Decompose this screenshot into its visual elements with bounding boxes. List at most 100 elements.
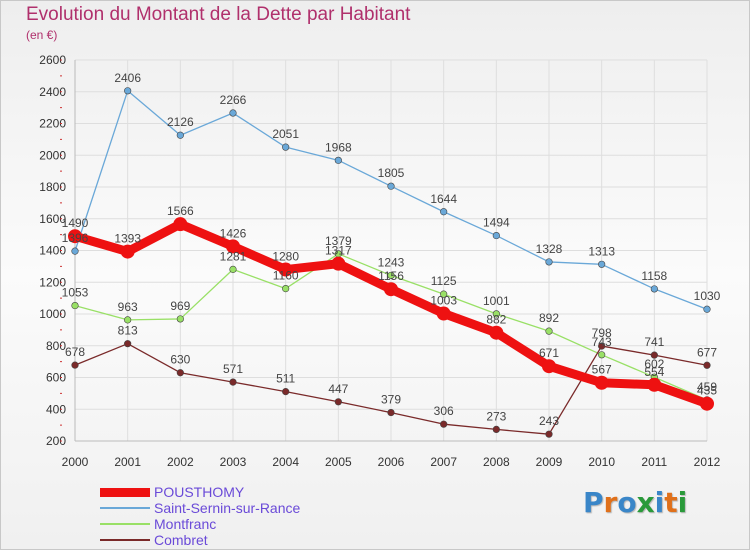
data-point [68, 229, 82, 244]
data-label: 1426 [220, 226, 247, 240]
series-layer [68, 87, 714, 438]
y-tick-label: 2000 [39, 148, 66, 162]
data-label: 2051 [272, 127, 299, 141]
data-point [334, 156, 342, 164]
data-label: 571 [223, 362, 243, 376]
y-tick-label: 2400 [39, 85, 66, 99]
data-point [387, 408, 395, 417]
data-label: 882 [486, 313, 506, 327]
data-label: 1280 [272, 250, 299, 264]
data-point [124, 340, 132, 348]
data-label: 379 [381, 393, 401, 407]
data-label: 1328 [536, 242, 563, 256]
logo-letter: x [636, 486, 655, 519]
data-label: 1968 [325, 140, 352, 154]
data-label: 1281 [220, 249, 247, 263]
data-point [229, 109, 237, 117]
data-point [282, 285, 290, 293]
legend-swatch [100, 523, 150, 525]
logo-letter: P [583, 486, 604, 519]
data-point [71, 361, 79, 369]
data-point [436, 306, 451, 321]
y-tick-label: 800 [46, 339, 66, 353]
logo-letter: i [677, 486, 688, 519]
data-label: 1030 [694, 289, 721, 303]
y-tick-label: 1800 [39, 180, 66, 194]
data-point [492, 310, 500, 318]
data-point [703, 361, 711, 369]
data-point [440, 290, 448, 298]
y-tick-label: 2200 [39, 117, 66, 131]
x-tick-label: 2010 [588, 455, 615, 469]
chart-title: Evolution du Montant de la Dette par Hab… [26, 4, 411, 25]
data-point [334, 398, 342, 406]
y-tick-label: 600 [46, 371, 66, 385]
y-tick-label: 1200 [39, 275, 66, 289]
data-point [229, 265, 237, 273]
x-tick-label: 2011 [641, 455, 667, 469]
data-label: 447 [328, 382, 348, 396]
data-label: 1053 [62, 286, 89, 300]
data-point [545, 258, 553, 266]
y-tick-label: 2600 [39, 53, 66, 67]
data-label: 1379 [325, 234, 352, 248]
data-point [229, 378, 237, 386]
data-point [124, 87, 132, 95]
data-label: 243 [539, 414, 559, 428]
data-point [124, 316, 132, 324]
data-point [703, 305, 711, 313]
data-label: 554 [644, 365, 664, 379]
data-point [278, 262, 293, 277]
data-point [647, 377, 662, 392]
data-label: 567 [592, 363, 612, 377]
y-tick-label: 1000 [39, 307, 66, 321]
data-label: 1313 [588, 244, 615, 258]
data-label: 678 [65, 345, 85, 359]
series-saint-sernin-sur-rance [71, 87, 711, 313]
logo-letter: t [664, 486, 678, 519]
data-label: 273 [486, 409, 506, 423]
data-label-layer: 1490 1393 1566 1426 1280 1317 1156 1003 882 671 56… [62, 71, 721, 428]
x-tick-label: 2003 [220, 455, 247, 469]
series-montfranc [71, 250, 711, 404]
data-label: 1393 [114, 232, 141, 246]
data-label: 1317 [325, 244, 352, 258]
data-label: 798 [592, 326, 612, 340]
legend-label: Saint-Sernin-sur-Rance [154, 500, 301, 516]
data-label: 2406 [114, 71, 141, 85]
data-point [598, 260, 606, 268]
data-label: 1566 [167, 204, 194, 218]
data-label: 743 [592, 335, 612, 349]
data-point [176, 369, 184, 377]
x-tick-label: 2009 [536, 455, 563, 469]
data-point [282, 143, 290, 151]
data-point [700, 396, 714, 411]
data-point [545, 327, 553, 335]
x-tick-label: 2000 [62, 455, 89, 469]
data-point [650, 285, 658, 293]
data-point [387, 271, 395, 280]
data-label: 1156 [378, 269, 404, 283]
data-point [650, 351, 658, 359]
data-point [598, 342, 606, 350]
x-tick-label: 2005 [325, 455, 352, 469]
data-label: 1396 [62, 231, 89, 245]
data-point [542, 359, 556, 374]
data-point [492, 231, 500, 240]
legend-label: Montfranc [154, 516, 217, 532]
data-label: 741 [644, 335, 664, 349]
data-label: 1494 [483, 216, 510, 230]
data-point [176, 131, 184, 139]
data-label: 2126 [167, 115, 194, 129]
chart-subtitle: (en €) [26, 28, 58, 42]
data-point [489, 325, 504, 340]
data-point [492, 425, 500, 434]
legend-swatch [100, 539, 150, 541]
data-label: 892 [539, 311, 559, 325]
data-label: 2266 [220, 93, 247, 107]
data-label: 1490 [62, 216, 89, 230]
data-point [440, 420, 448, 428]
legend-swatch [100, 487, 150, 497]
data-point [173, 217, 188, 232]
